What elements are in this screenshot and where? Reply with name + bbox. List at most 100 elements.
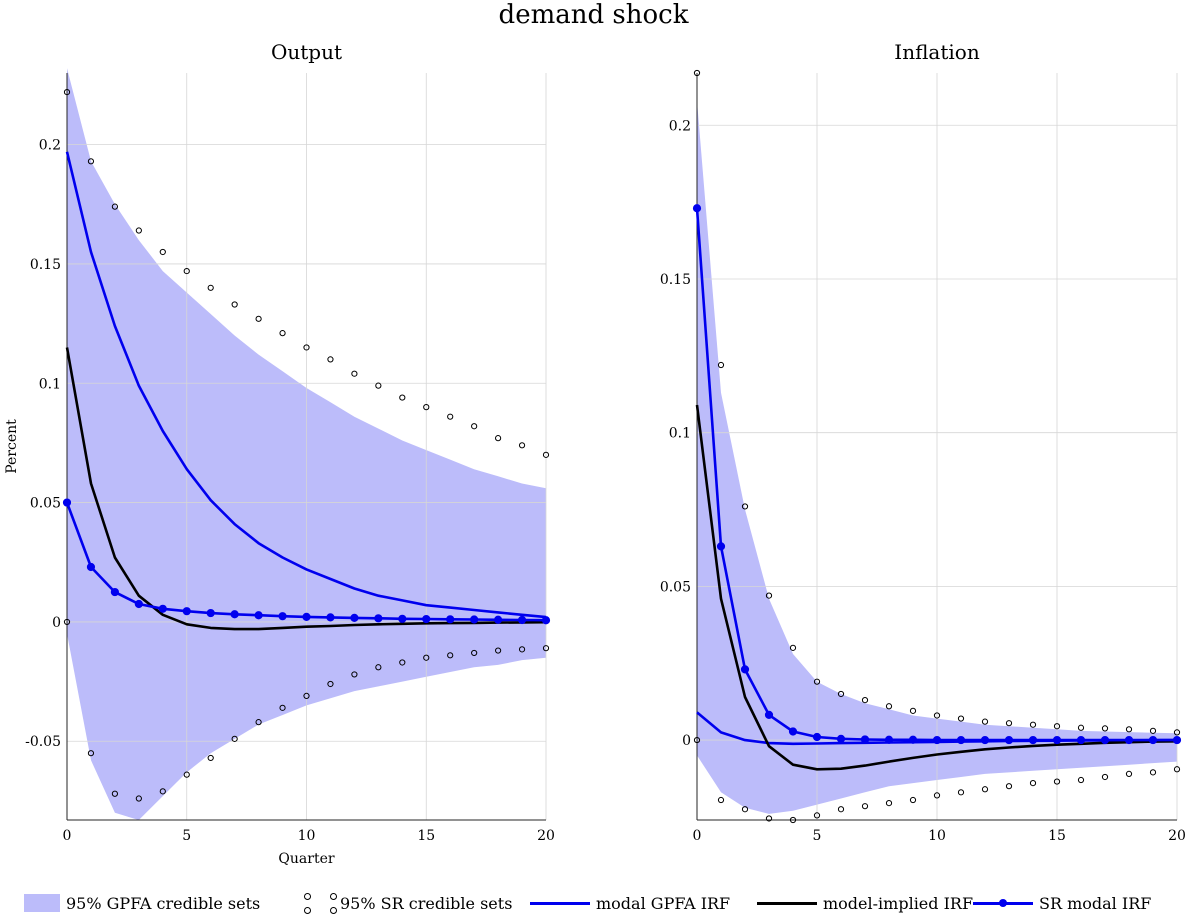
sr-modal-marker [350, 613, 359, 622]
sr-credible-dot-lower [303, 692, 310, 699]
legend-swatch-circles [300, 892, 337, 914]
sr-modal-marker [302, 612, 311, 622]
sr-credible-dot-upper [303, 344, 310, 351]
sr-modal-marker [836, 734, 846, 743]
sr-credible-dot-lower [375, 664, 382, 671]
sr-modal-marker [398, 614, 407, 623]
sr-modal-marker [326, 613, 335, 622]
x-tick-label: 15 [417, 828, 435, 844]
sr-credible-dot-lower [1125, 770, 1133, 777]
series-modal-gpfa-irf [65, 151, 547, 619]
sr-credible-dot-lower [1149, 769, 1157, 776]
sr-credible-dot-lower [1053, 778, 1061, 785]
sr-credible-dot-lower [183, 771, 190, 778]
sr-modal-marker [980, 735, 990, 745]
sr-modal-marker [517, 615, 527, 625]
x-tick-label: 5 [813, 828, 822, 844]
sr-credible-dot-upper [765, 592, 773, 599]
sr-modal-marker [206, 608, 215, 618]
sr-modal-marker [932, 735, 942, 745]
sr-credible-dot-upper [159, 248, 166, 256]
sr-credible-dot-lower [1005, 783, 1013, 790]
y-tick-label: 0.2 [39, 138, 61, 154]
legend-label-modal-gpfa: modal GPFA IRF [596, 893, 731, 913]
y-tick-label: 0.15 [30, 257, 61, 273]
x-tick-label: 15 [1048, 828, 1066, 844]
sr-modal-marker [158, 604, 167, 613]
sr-modal-marker [860, 735, 870, 744]
sr-credible-dot-upper [63, 88, 71, 96]
series-model-implied-irf [65, 347, 547, 631]
y-tick-label: 0 [682, 733, 691, 749]
sr-modal-marker [374, 614, 383, 623]
sr-credible-dot-upper [813, 678, 821, 685]
legend-swatch-sr-modal [973, 898, 1033, 907]
sr-credible-dot-lower [693, 736, 701, 744]
sr-modal-marker [956, 735, 966, 745]
y-tick-label: 0.05 [660, 579, 691, 595]
sr-credible-dot-upper [789, 644, 797, 651]
sr-credible-dot-upper [1053, 723, 1061, 730]
sr-modal-marker [62, 498, 72, 507]
legend-label-sr-sets: 95% SR credible sets [340, 893, 513, 913]
sr-credible-dot-upper [1173, 729, 1181, 736]
x-tick-label: 20 [537, 828, 555, 844]
sr-credible-dot-upper [1077, 724, 1085, 731]
sr-credible-dot-lower [471, 649, 478, 657]
chart-canvas: 0 5 10 15 20-0.0500.050.10.150.2OutputQuarte… [4, 40, 1186, 867]
sr-credible-dot-lower [981, 786, 989, 793]
sr-credible-dot-upper [981, 718, 989, 725]
sr-credible-dot-lower [933, 792, 941, 799]
sr-credible-dot-lower [741, 806, 749, 813]
sr-modal-marker [1124, 735, 1134, 745]
sr-credible-dot-upper [909, 707, 917, 714]
y-tick-label: 0 [52, 615, 61, 631]
sr-modal-marker [740, 665, 750, 674]
sr-credible-dot-upper [495, 435, 502, 442]
sr-modal-marker [788, 727, 798, 736]
panel-title: Inflation [894, 40, 980, 64]
sr-credible-dot-lower [765, 815, 773, 822]
x-tick-label: 10 [298, 828, 316, 844]
sr-modal-marker [1028, 735, 1038, 745]
sr-credible-dot-lower [909, 796, 917, 804]
sr-modal-marker [182, 607, 191, 616]
sr-credible-dot-upper [111, 203, 119, 210]
sr-credible-dot-lower [135, 795, 142, 802]
sr-credible-dot-upper [423, 404, 430, 411]
y-tick-label: 0.15 [660, 272, 691, 288]
sr-modal-marker [86, 562, 96, 572]
y-tick-label: 0.1 [669, 426, 691, 442]
sr-modal-marker [278, 612, 287, 621]
legend-label-sr-modal: SR modal IRF [1039, 893, 1152, 913]
sr-modal-marker [908, 735, 918, 744]
sr-modal-marker [1052, 735, 1062, 745]
sr-credible-dot-upper [327, 356, 334, 363]
sr-credible-dot-upper [518, 442, 526, 449]
sr-credible-dot-upper [837, 690, 845, 698]
sr-credible-dot-upper [933, 712, 941, 719]
legend-swatch-model-implied [757, 901, 817, 905]
sr-credible-dot-upper [255, 315, 262, 322]
sr-modal-marker [446, 615, 455, 624]
sr-credible-dot-lower [542, 645, 550, 652]
sr-credible-dot-lower [423, 654, 430, 661]
sr-credible-dot-lower [255, 719, 262, 726]
sr-credible-dot-lower [63, 618, 71, 626]
sr-modal-marker [1172, 735, 1182, 745]
sr-credible-dot-upper [231, 301, 238, 308]
y-tick-label: 0.05 [30, 496, 61, 512]
sr-modal-marker [1004, 735, 1014, 745]
sr-credible-dot-lower [351, 671, 358, 678]
sr-credible-dot-upper [1101, 725, 1109, 732]
panel-output: 0 5 10 15 20 -0.05 0 0.05 0.1 0.15 0.2 Output Quarte… [4, 40, 555, 867]
sr-credible-dot-lower [837, 806, 845, 813]
legend-item-model-implied: model-implied IRF [757, 892, 973, 914]
sr-credible-dot-upper [1005, 720, 1013, 727]
sr-modal-marker [134, 599, 143, 609]
sr-modal-marker [110, 587, 120, 597]
x-tick-label: 5 [182, 828, 191, 844]
sr-credible-dot-lower [327, 680, 334, 688]
sr-credible-dot-upper [717, 361, 725, 369]
figure-suptitle: demand shock [498, 0, 689, 30]
